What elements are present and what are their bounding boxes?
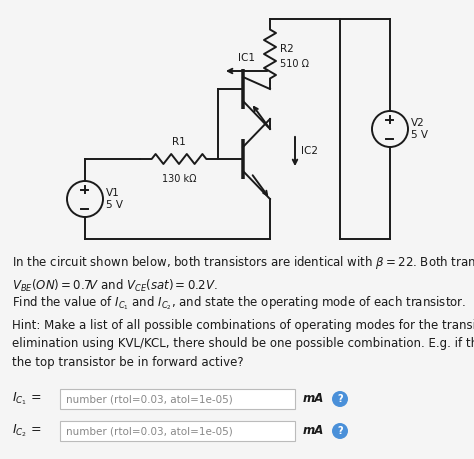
Text: Hint: Make a list of all possible combinations of operating modes for the transi: Hint: Make a list of all possible combin… bbox=[12, 319, 474, 369]
Text: V1: V1 bbox=[106, 188, 120, 198]
Text: 510 Ω: 510 Ω bbox=[280, 59, 309, 69]
Circle shape bbox=[332, 423, 348, 439]
Circle shape bbox=[332, 391, 348, 407]
Text: mA: mA bbox=[303, 392, 324, 405]
Text: In the circuit shown below, both transistors are identical with $\beta = 22$. Bo: In the circuit shown below, both transis… bbox=[12, 254, 474, 294]
Text: V2: V2 bbox=[411, 118, 425, 128]
Text: number (rtol=0.03, atol=1e-05): number (rtol=0.03, atol=1e-05) bbox=[66, 394, 233, 404]
Text: ?: ? bbox=[337, 394, 343, 404]
Text: number (rtol=0.03, atol=1e-05): number (rtol=0.03, atol=1e-05) bbox=[66, 426, 233, 436]
Text: IC1: IC1 bbox=[238, 53, 255, 63]
Text: IC2: IC2 bbox=[301, 146, 318, 157]
FancyBboxPatch shape bbox=[60, 421, 295, 441]
Text: $I_{C_2}$ =: $I_{C_2}$ = bbox=[12, 423, 42, 439]
FancyBboxPatch shape bbox=[60, 389, 295, 409]
Text: mA: mA bbox=[303, 425, 324, 437]
Text: ?: ? bbox=[337, 426, 343, 436]
Text: 130 kΩ: 130 kΩ bbox=[162, 174, 196, 184]
Text: 5 V: 5 V bbox=[411, 130, 428, 140]
Text: R2: R2 bbox=[280, 44, 294, 54]
Text: $I_{C_1}$ =: $I_{C_1}$ = bbox=[12, 391, 42, 407]
Text: Find the value of $I_{C_1}$ and $I_{C_2}$, and state the operating mode of each : Find the value of $I_{C_1}$ and $I_{C_2}… bbox=[12, 294, 466, 312]
Text: 5 V: 5 V bbox=[106, 200, 123, 210]
Text: R1: R1 bbox=[172, 137, 186, 147]
